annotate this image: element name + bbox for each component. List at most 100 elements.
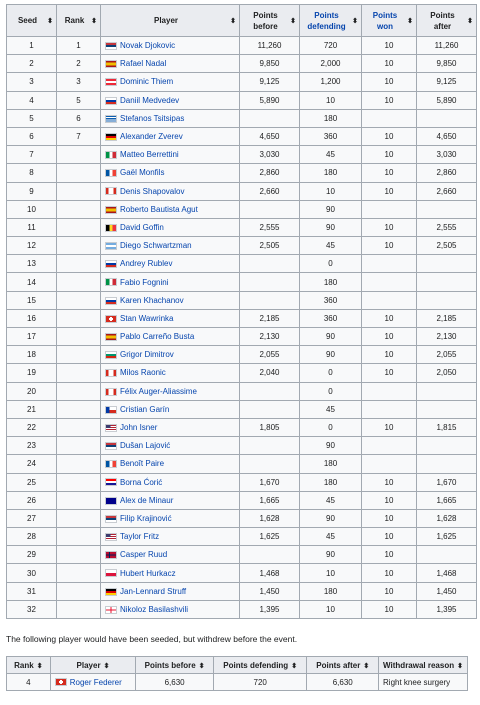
sort-icon[interactable]: ⬍ (47, 17, 53, 25)
player-link[interactable]: Hubert Hurkacz (120, 568, 176, 578)
points-defending-cell: 180 (299, 472, 362, 492)
points-won-cell: 10 (361, 90, 417, 110)
points-before-cell (239, 254, 300, 274)
player-link[interactable]: Jan-Lennard Struff (120, 586, 187, 596)
points-after-cell: 1,670 (416, 472, 477, 492)
player-cell: Dominic Thiem (100, 72, 240, 92)
player-link[interactable]: Diego Schwartzman (120, 241, 192, 251)
player-link[interactable]: Dušan Lajović (120, 441, 171, 451)
points-defending-cell: 45 (299, 236, 362, 256)
germany-flag-icon (105, 132, 117, 141)
points-won-cell (361, 254, 417, 274)
sort-icon[interactable]: ⬍ (407, 17, 413, 25)
withdrawn-rank-header[interactable]: Rank ⬍ (6, 656, 51, 674)
sort-icon[interactable]: ⬍ (91, 17, 97, 25)
player-link[interactable]: Milos Raonic (120, 368, 166, 378)
player-link[interactable]: Gaël Monfils (120, 168, 165, 178)
player-link[interactable]: Alexander Zverev (120, 132, 183, 142)
col-seed-header[interactable]: Seed ⬍ (6, 4, 57, 37)
player-link[interactable]: Roberto Bautista Agut (120, 204, 198, 214)
sort-icon[interactable]: ⬍ (467, 17, 473, 25)
russia-flag-icon (105, 260, 117, 269)
points-after-cell: 1,665 (416, 490, 477, 510)
player-link[interactable]: Filip Krajinović (120, 513, 172, 523)
player-link[interactable]: Denis Shapovalov (120, 186, 185, 196)
player-link[interactable]: Cristian Garín (120, 404, 170, 414)
player-link[interactable]: Roger Federer (69, 677, 122, 687)
rank-cell (56, 290, 101, 310)
seed-cell: 25 (6, 472, 57, 492)
col-points-before-header[interactable]: Points before ⬍ (239, 4, 300, 37)
player-cell: Fabio Fognini (100, 272, 240, 292)
player-cell: Félix Auger-Aliassime (100, 381, 240, 401)
player-link[interactable]: Fabio Fognini (120, 277, 169, 287)
player-link[interactable]: Alex de Minaur (120, 495, 174, 505)
sort-icon[interactable]: ⬍ (290, 17, 296, 25)
points-after-cell: 2,860 (416, 163, 477, 183)
player-link[interactable]: Taylor Fritz (120, 532, 160, 542)
col-points-after-header[interactable]: Points after ⬍ (416, 4, 477, 37)
withdrawn-reason-header[interactable]: Withdrawal reason ⬍ (378, 656, 468, 674)
table-row: 6 7 Alexander Zverev 4,650 360 10 4,650 (6, 126, 477, 147)
points-before-cell: 2,040 (239, 363, 300, 383)
player-cell: Stefanos Tsitsipas (100, 108, 240, 128)
player-link[interactable]: Karen Khachanov (120, 295, 184, 305)
greece-flag-icon (105, 114, 117, 123)
withdrawn-points-after-header[interactable]: Points after ⬍ (306, 656, 380, 674)
points-defending-cell: 45 (299, 527, 362, 547)
sort-icon[interactable]: ⬍ (352, 17, 358, 25)
player-cell: Jan-Lennard Struff (100, 581, 240, 601)
rank-cell: 5 (56, 90, 101, 110)
player-link[interactable]: Dominic Thiem (120, 77, 174, 87)
points-before-cell (239, 545, 300, 565)
player-link[interactable]: Benoît Paire (120, 459, 165, 469)
table-row: 24 Benoît Paire 180 (6, 454, 477, 474)
player-link[interactable]: Nikoloz Basilashvili (120, 604, 189, 614)
withdrawn-points-defending-header[interactable]: Points defending ⬍ (212, 656, 308, 674)
player-link[interactable]: Pablo Carreño Busta (120, 332, 195, 342)
player-link[interactable]: John Isner (120, 423, 158, 433)
player-link[interactable]: Daniil Medvedev (120, 95, 180, 105)
sort-icon[interactable]: ⬍ (198, 662, 205, 670)
points-after-cell: 2,660 (416, 181, 477, 201)
serbia-flag-icon (105, 442, 117, 451)
player-link[interactable]: Grigor Dimitrov (120, 350, 174, 360)
player-link[interactable]: Félix Auger-Aliassime (120, 386, 197, 396)
player-link[interactable]: Stan Wawrinka (120, 313, 174, 323)
rank-cell (56, 454, 101, 474)
sort-icon[interactable]: ⬍ (291, 662, 298, 670)
sort-icon[interactable]: ⬍ (363, 662, 370, 670)
spain-flag-icon (105, 60, 117, 69)
player-link[interactable]: Rafael Nadal (120, 59, 167, 69)
player-link[interactable]: Andrey Rublev (120, 259, 173, 269)
player-link[interactable]: Casper Ruud (120, 550, 168, 560)
seed-cell: 27 (6, 508, 57, 529)
points-won-cell: 10 (361, 545, 417, 565)
player-link[interactable]: David Goffin (120, 222, 164, 232)
seed-cell: 32 (6, 599, 57, 620)
player-link[interactable]: Novak Djokovic (120, 41, 176, 51)
points-defending-cell: 720 (299, 35, 362, 56)
withdrawn-player-header[interactable]: Player ⬍ (49, 656, 137, 674)
sort-icon[interactable]: ⬍ (36, 662, 43, 670)
sort-icon[interactable]: ⬍ (457, 662, 463, 670)
points-won-cell: 10 (361, 417, 417, 438)
withdrawal-note: The following player would have been see… (6, 634, 298, 644)
player-link[interactable]: Stefanos Tsitsipas (120, 113, 185, 123)
player-cell: Dušan Lajović (100, 436, 240, 456)
col-rank-header[interactable]: Rank ⬍ (56, 4, 101, 37)
sort-icon[interactable]: ⬍ (230, 17, 236, 25)
col-points-won-header[interactable]: Points won ⬍ (361, 4, 417, 37)
player-link[interactable]: Matteo Berrettini (120, 150, 179, 160)
points-defending-cell: 10 (299, 563, 362, 583)
col-points-defending-header[interactable]: Points defending ⬍ (299, 4, 362, 37)
points-won-cell: 10 (361, 72, 417, 92)
player-link[interactable]: Borna Ćorić (120, 477, 163, 487)
sort-icon[interactable]: ⬍ (103, 662, 110, 670)
table-row: 31 Jan-Lennard Struff 1,450 180 10 1,450 (6, 581, 477, 601)
points-defending-cell: 45 (299, 490, 362, 510)
col-player-header[interactable]: Player ⬍ (100, 4, 240, 37)
withdrawn-points-before-header[interactable]: Points before ⬍ (135, 656, 214, 674)
points-after-cell (416, 545, 477, 565)
rank-cell: 6 (56, 108, 101, 128)
